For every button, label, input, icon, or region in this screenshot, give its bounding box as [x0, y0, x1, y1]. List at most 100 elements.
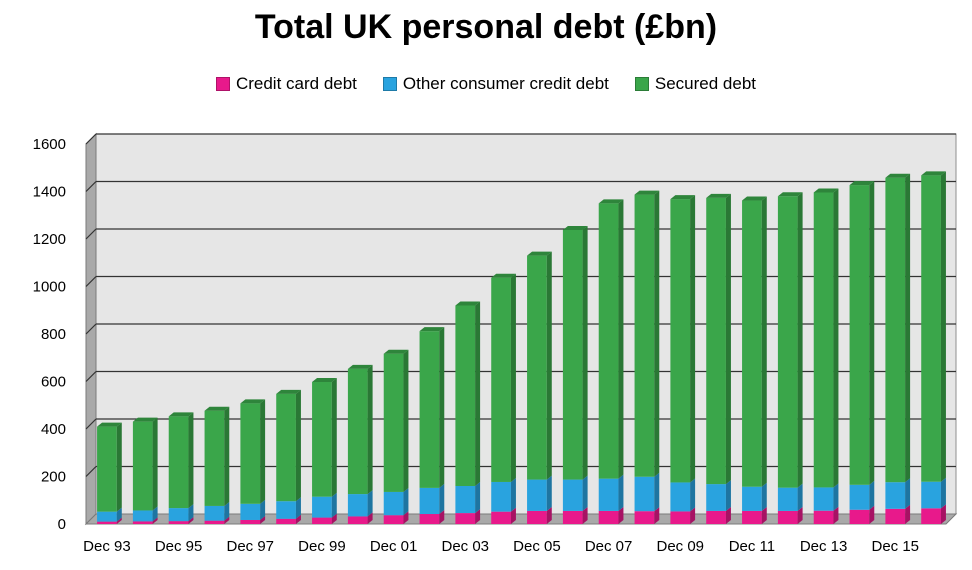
bar-top — [276, 389, 301, 394]
legend-swatch-secured — [634, 77, 649, 91]
x-tick-label: Dec 97 — [226, 538, 274, 555]
bar-segment-side — [869, 505, 875, 524]
bar-segment-side — [546, 251, 552, 480]
bar-segment-side — [905, 504, 911, 524]
bar-segment-side — [761, 506, 767, 524]
bar-segment-side — [510, 273, 516, 482]
bar-segment-side — [475, 482, 481, 514]
x-tick-label: Dec 13 — [800, 538, 848, 555]
bar-top — [885, 173, 911, 178]
bar-top — [168, 412, 194, 417]
bar-top — [706, 193, 731, 198]
x-tick-label: Dec 03 — [441, 538, 489, 555]
bar-segment — [312, 517, 332, 524]
bar-segment — [670, 511, 691, 524]
bar-segment-side — [940, 477, 946, 509]
bar-segment — [491, 277, 511, 482]
bar-segment-side — [367, 512, 373, 524]
bar-segment-side — [367, 364, 373, 495]
bar-segment-side — [618, 506, 624, 524]
bar-segment — [419, 487, 440, 515]
gridline-side — [85, 418, 97, 430]
bar-segment-side — [725, 193, 731, 485]
bar-segment — [562, 229, 583, 480]
bar-segment — [670, 482, 691, 512]
bar-segment — [885, 177, 906, 483]
bar-segment — [204, 520, 225, 524]
bar-top — [921, 171, 946, 176]
bar-segment-side — [152, 417, 158, 511]
bar-segment — [885, 508, 906, 524]
bar-segment-side — [690, 507, 696, 524]
bar-segment-side — [654, 190, 660, 477]
bar-top — [419, 327, 445, 332]
chart-title: Total UK personal debt (£bn) — [254, 8, 718, 46]
bar-top — [813, 188, 839, 193]
bar-segment-side — [403, 511, 409, 524]
bar-segment-side — [224, 501, 230, 521]
bar-top — [312, 377, 337, 382]
bar-segment-side — [439, 327, 445, 488]
bar-segment — [527, 255, 547, 480]
legend-item-secured: Secured debt — [634, 74, 757, 94]
bar-segment — [276, 501, 296, 519]
bar-top — [562, 225, 588, 230]
bar-segment — [312, 381, 332, 497]
bar-segment — [849, 484, 870, 510]
bar-segment — [742, 200, 762, 487]
bar-segment-side — [582, 475, 588, 511]
bar-segment — [276, 393, 296, 502]
gridline-side — [85, 371, 97, 382]
bar-segment — [455, 486, 476, 514]
plot-floor — [84, 513, 958, 525]
bar-segment — [598, 478, 619, 511]
bar-top — [97, 422, 122, 427]
bar-segment — [455, 305, 476, 486]
legend-label-secured: Secured debt — [654, 74, 757, 93]
x-tick-label: Dec 07 — [585, 538, 633, 555]
x-tick-label: Dec 95 — [155, 538, 203, 555]
gridline-side — [85, 181, 97, 192]
bar-segment-side — [510, 477, 516, 512]
bar-top — [777, 192, 803, 197]
y-tick-label: 0 — [58, 516, 66, 533]
bar-segment — [527, 510, 547, 524]
bar-segment-side — [797, 506, 803, 524]
bar-segment — [777, 196, 798, 488]
bar-segment — [777, 487, 798, 511]
bar-top — [634, 190, 660, 195]
bar-segment — [419, 514, 440, 524]
bar-segment — [598, 203, 619, 479]
bar-segment-side — [152, 506, 158, 522]
bar-segment — [312, 496, 332, 518]
bar-segment — [921, 508, 941, 524]
bar-segment — [97, 511, 117, 522]
legend-label-credit-card: Credit card debt — [235, 74, 357, 93]
bar-segment-side — [654, 507, 660, 524]
bar-segment-side — [439, 510, 445, 524]
bar-segment — [491, 481, 511, 512]
bar-segment — [849, 185, 870, 485]
y-tick-label: 200 — [41, 469, 66, 486]
bar-top — [240, 399, 266, 404]
bar-segment — [706, 197, 726, 485]
bar-top — [491, 273, 516, 278]
bar-segment — [813, 510, 834, 524]
bar-segment — [204, 505, 225, 521]
bar-segment-side — [940, 504, 946, 524]
bar-segment — [562, 479, 583, 511]
bar-segment-side — [188, 504, 194, 522]
bar-segment-side — [690, 195, 696, 483]
y-tick-label: 1400 — [33, 184, 66, 201]
legend-label-other-consumer: Other consumer credit debt — [402, 74, 609, 93]
x-tick-label: Dec 05 — [513, 538, 561, 555]
bar-segment — [132, 521, 153, 524]
bar-segment — [168, 521, 189, 524]
bar-segment-side — [439, 483, 445, 515]
bar-segment — [97, 426, 117, 512]
bar-segment-side — [403, 487, 409, 516]
bar-segment — [347, 516, 368, 524]
legend-item-credit-card: Credit card debt — [215, 74, 357, 94]
x-tick-label: Dec 15 — [871, 538, 919, 555]
bar-segment-side — [761, 196, 767, 487]
